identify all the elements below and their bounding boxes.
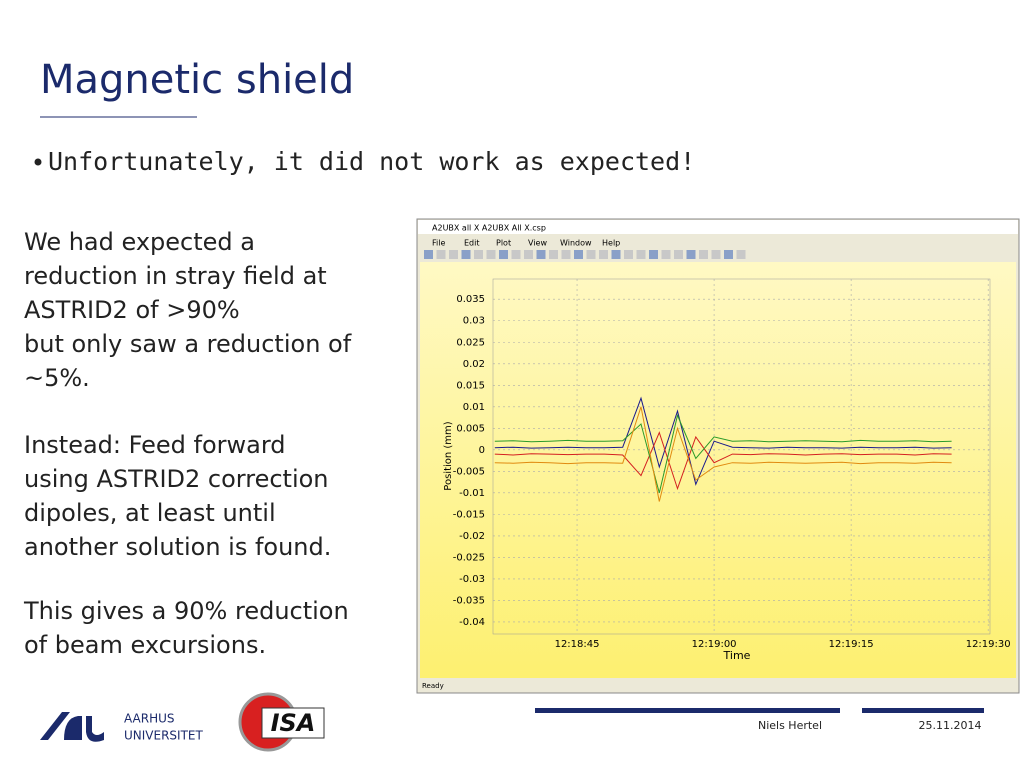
y-tick-label: 0.01 bbox=[463, 402, 485, 413]
x-tick-label: 12:19:30 bbox=[966, 639, 1011, 650]
body-text: using ASTRID2 correction bbox=[24, 465, 329, 493]
toolbar-icon bbox=[586, 250, 596, 259]
y-tick-label: -0.005 bbox=[453, 466, 485, 477]
data-line bbox=[494, 413, 952, 494]
toolbar-icon bbox=[511, 250, 521, 259]
footer-rule bbox=[862, 708, 984, 713]
y-tick-label: 0.005 bbox=[456, 423, 485, 434]
data-line bbox=[494, 396, 952, 486]
au-logo bbox=[40, 712, 104, 742]
bullet-dot bbox=[34, 158, 42, 166]
isa-logo-text: ISA bbox=[271, 709, 316, 737]
date: 25.11.2014 bbox=[919, 719, 982, 732]
body-text: ASTRID2 of >90% bbox=[24, 296, 240, 324]
toolbar-icon bbox=[461, 250, 471, 259]
body-text: but only saw a reduction of bbox=[24, 330, 352, 358]
university-name: UNIVERSITET bbox=[124, 729, 203, 743]
toolbar-icon bbox=[549, 250, 558, 259]
status-text: Ready bbox=[422, 682, 444, 690]
toolbar-icon bbox=[574, 250, 583, 259]
toolbar-icon bbox=[711, 250, 721, 259]
toolbar-icon bbox=[649, 250, 658, 259]
window-title: A2UBX all X A2UBX All X.csp bbox=[432, 224, 546, 233]
body-text: We had expected a bbox=[24, 228, 255, 256]
toolbar-icon bbox=[599, 250, 608, 259]
y-tick-label: 0.015 bbox=[456, 380, 485, 391]
menu-item[interactable]: File bbox=[432, 239, 445, 248]
y-tick-label: -0.015 bbox=[453, 509, 485, 520]
x-tick-label: 12:19:15 bbox=[829, 639, 874, 650]
y-tick-label: 0.025 bbox=[456, 337, 485, 348]
y-tick-label: 0 bbox=[479, 445, 485, 456]
y-tick-label: -0.035 bbox=[453, 595, 485, 606]
toolbar-icon bbox=[661, 250, 671, 259]
y-tick-label: -0.03 bbox=[459, 574, 485, 585]
toolbar-icon bbox=[486, 250, 496, 259]
body-text: ~5%. bbox=[24, 364, 90, 392]
plot-background bbox=[420, 262, 1016, 678]
x-axis-label: Time bbox=[723, 649, 751, 662]
bullet-text: Unfortunately, it did not work as expect… bbox=[48, 147, 695, 176]
body-text: reduction in stray field at bbox=[24, 262, 327, 290]
toolbar-icon bbox=[686, 250, 696, 259]
body-text: Instead: Feed forward bbox=[24, 431, 286, 459]
body-text: dipoles, at least until bbox=[24, 499, 276, 527]
y-tick-label: -0.01 bbox=[459, 488, 485, 499]
y-tick-label: -0.04 bbox=[459, 617, 485, 628]
toolbar-icon bbox=[636, 250, 646, 259]
toolbar-icon bbox=[424, 250, 433, 259]
menu-item[interactable]: Plot bbox=[496, 239, 511, 248]
toolbar-icon bbox=[449, 250, 458, 259]
toolbar-icon bbox=[536, 250, 546, 259]
toolbar-icon bbox=[624, 250, 633, 259]
y-tick-label: 0.03 bbox=[463, 316, 485, 327]
toolbar-icon bbox=[436, 250, 446, 259]
toolbar-icon bbox=[474, 250, 483, 259]
toolbar-icon bbox=[499, 250, 508, 259]
y-tick-label: 0.035 bbox=[456, 294, 485, 305]
window-titlebar bbox=[418, 220, 1018, 234]
toolbar-icon bbox=[611, 250, 621, 259]
body-text: This gives a 90% reduction bbox=[23, 597, 349, 625]
toolbar-icon bbox=[561, 250, 571, 259]
body-text: of beam excursions. bbox=[24, 631, 266, 659]
toolbar-icon bbox=[674, 250, 683, 259]
menu-item[interactable]: Help bbox=[602, 239, 620, 248]
y-tick-label: -0.02 bbox=[459, 531, 485, 542]
toolbar-icon bbox=[724, 250, 733, 259]
menu-item[interactable]: View bbox=[528, 239, 547, 248]
y-axis-label: Position (mm) bbox=[443, 421, 454, 490]
university-name: AARHUS bbox=[124, 712, 175, 726]
x-tick-label: 12:19:00 bbox=[692, 639, 737, 650]
menu-item[interactable]: Window bbox=[560, 239, 592, 248]
toolbar-icon bbox=[736, 250, 746, 259]
status-bar bbox=[418, 680, 1018, 692]
menu-item[interactable]: Edit bbox=[464, 239, 480, 248]
body-text: another solution is found. bbox=[24, 533, 331, 561]
isa-logo-plate bbox=[261, 707, 325, 739]
toolbar-icon bbox=[524, 250, 533, 259]
y-tick-label: -0.025 bbox=[453, 552, 485, 563]
author: Niels Hertel bbox=[758, 719, 822, 732]
footer-rule bbox=[535, 708, 840, 713]
slide-title: Magnetic shield bbox=[40, 57, 354, 103]
plot-frame bbox=[492, 278, 991, 635]
data-line bbox=[494, 431, 952, 491]
y-tick-label: 0.02 bbox=[463, 359, 485, 370]
data-line bbox=[494, 406, 952, 502]
toolbar-icon bbox=[699, 250, 708, 259]
x-tick-label: 12:18:45 bbox=[555, 639, 600, 650]
